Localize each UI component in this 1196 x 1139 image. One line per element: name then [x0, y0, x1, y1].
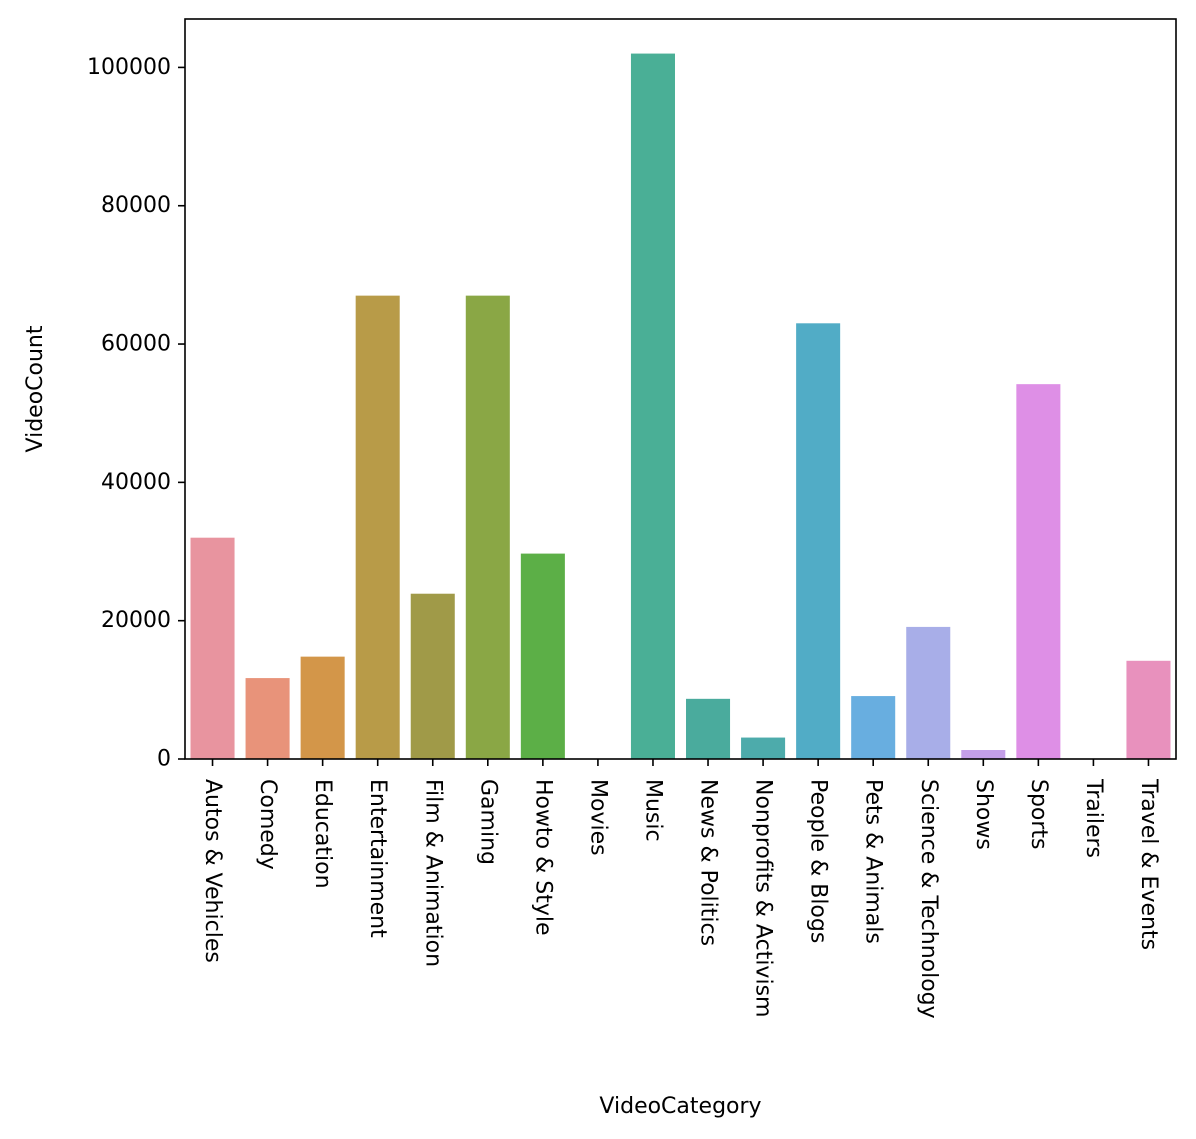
- x-tick-label-11: People & Blogs: [806, 779, 831, 943]
- x-tick-label-7: Movies: [585, 779, 610, 856]
- y-tick-label-5: 100000: [87, 55, 171, 80]
- bars-layer: [190, 53, 1171, 759]
- x-tick-label-4: Film & Animation: [420, 779, 445, 967]
- bar-3: [355, 295, 400, 759]
- x-tick-label-6: Howto & Style: [530, 779, 555, 935]
- x-tick-label-15: Sports: [1026, 779, 1051, 850]
- bar-6: [520, 553, 565, 759]
- bar-17: [1126, 660, 1171, 759]
- x-tick-label-16: Trailers: [1081, 778, 1106, 858]
- bar-8: [630, 53, 675, 759]
- x-tick-label-1: Comedy: [255, 779, 280, 870]
- bar-5: [465, 295, 510, 759]
- x-tick-label-13: Science & Technology: [916, 779, 941, 1019]
- x-tick-label-17: Travel & Events: [1136, 778, 1161, 950]
- x-axis: Autos & Vehicles Comedy Education Entertain…: [200, 759, 1161, 1019]
- x-tick-label-0: Autos & Vehicles: [200, 779, 225, 963]
- x-tick-label-3: Entertainment: [365, 779, 390, 938]
- bar-11: [796, 323, 841, 759]
- x-tick-label-8: Music: [640, 779, 665, 842]
- y-tick-label-4: 80000: [101, 193, 171, 218]
- x-tick-label-10: Nonprofits & Activism: [751, 779, 776, 1017]
- y-tick-label-1: 20000: [101, 608, 171, 633]
- bar-12: [851, 696, 896, 759]
- y-axis: 0 20000 40000 60000 80000 100000: [87, 55, 185, 772]
- x-tick-label-14: Shows: [971, 779, 996, 850]
- bar-15: [1016, 384, 1061, 759]
- y-tick-label-2: 40000: [101, 470, 171, 495]
- bar-4: [410, 593, 455, 759]
- bar-2: [300, 656, 345, 759]
- y-tick-label-3: 60000: [101, 332, 171, 357]
- bar-13: [906, 626, 951, 759]
- x-tick-label-12: Pets & Animals: [861, 779, 886, 944]
- plot-frame: [184, 18, 1177, 760]
- bar-1: [245, 678, 290, 759]
- y-tick-label-0: 0: [157, 747, 171, 772]
- x-tick-label-5: Gaming: [475, 779, 500, 865]
- bar-0: [190, 537, 235, 759]
- y-axis-title: VideoCount: [23, 325, 48, 452]
- x-tick-label-2: Education: [310, 779, 335, 889]
- x-tick-label-9: News & Politics: [696, 779, 721, 946]
- bar-10: [741, 737, 786, 759]
- bar-9: [686, 698, 731, 759]
- bar-14: [961, 750, 1006, 759]
- x-axis-title: VideoCategory: [599, 1094, 761, 1119]
